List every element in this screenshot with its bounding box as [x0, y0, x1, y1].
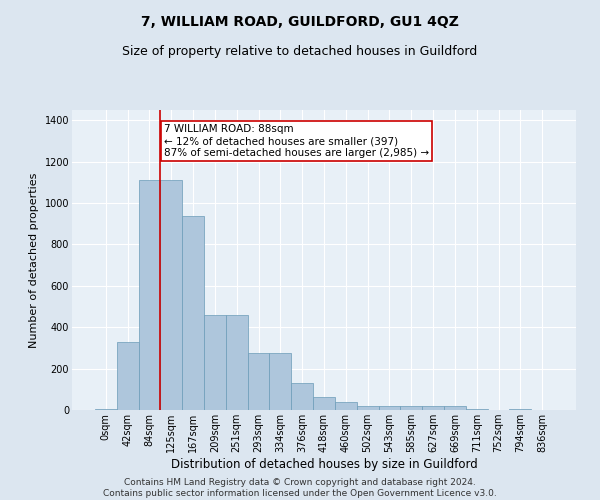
Bar [248, 353, 269, 410]
Bar [335, 402, 357, 410]
Bar [509, 409, 531, 410]
Bar [139, 180, 160, 410]
Bar [444, 406, 466, 410]
Text: 7 WILLIAM ROAD: 88sqm
← 12% of detached houses are smaller (397)
87% of semi-det: 7 WILLIAM ROAD: 88sqm ← 12% of detached … [164, 124, 429, 158]
Bar [357, 406, 379, 410]
Bar [204, 315, 226, 410]
Bar [313, 396, 335, 410]
Y-axis label: Number of detached properties: Number of detached properties [29, 172, 39, 348]
Bar [379, 406, 400, 410]
Bar [95, 409, 117, 410]
Bar [226, 315, 248, 410]
Bar [291, 383, 313, 410]
Bar [117, 342, 139, 410]
Bar [400, 406, 422, 410]
Text: Size of property relative to detached houses in Guildford: Size of property relative to detached ho… [122, 45, 478, 58]
Text: 7, WILLIAM ROAD, GUILDFORD, GU1 4QZ: 7, WILLIAM ROAD, GUILDFORD, GU1 4QZ [141, 15, 459, 29]
X-axis label: Distribution of detached houses by size in Guildford: Distribution of detached houses by size … [170, 458, 478, 471]
Bar [182, 216, 204, 410]
Bar [269, 353, 291, 410]
Bar [422, 406, 444, 410]
Text: Contains HM Land Registry data © Crown copyright and database right 2024.
Contai: Contains HM Land Registry data © Crown c… [103, 478, 497, 498]
Bar [160, 180, 182, 410]
Bar [466, 409, 488, 410]
